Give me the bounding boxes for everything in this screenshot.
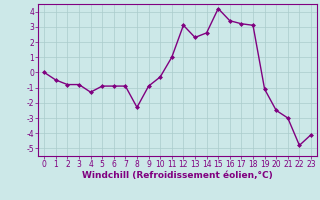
X-axis label: Windchill (Refroidissement éolien,°C): Windchill (Refroidissement éolien,°C) [82,171,273,180]
